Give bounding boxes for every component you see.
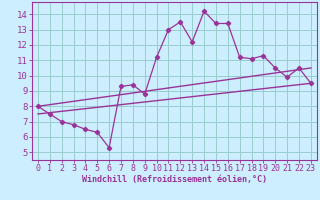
X-axis label: Windchill (Refroidissement éolien,°C): Windchill (Refroidissement éolien,°C) [82, 175, 267, 184]
